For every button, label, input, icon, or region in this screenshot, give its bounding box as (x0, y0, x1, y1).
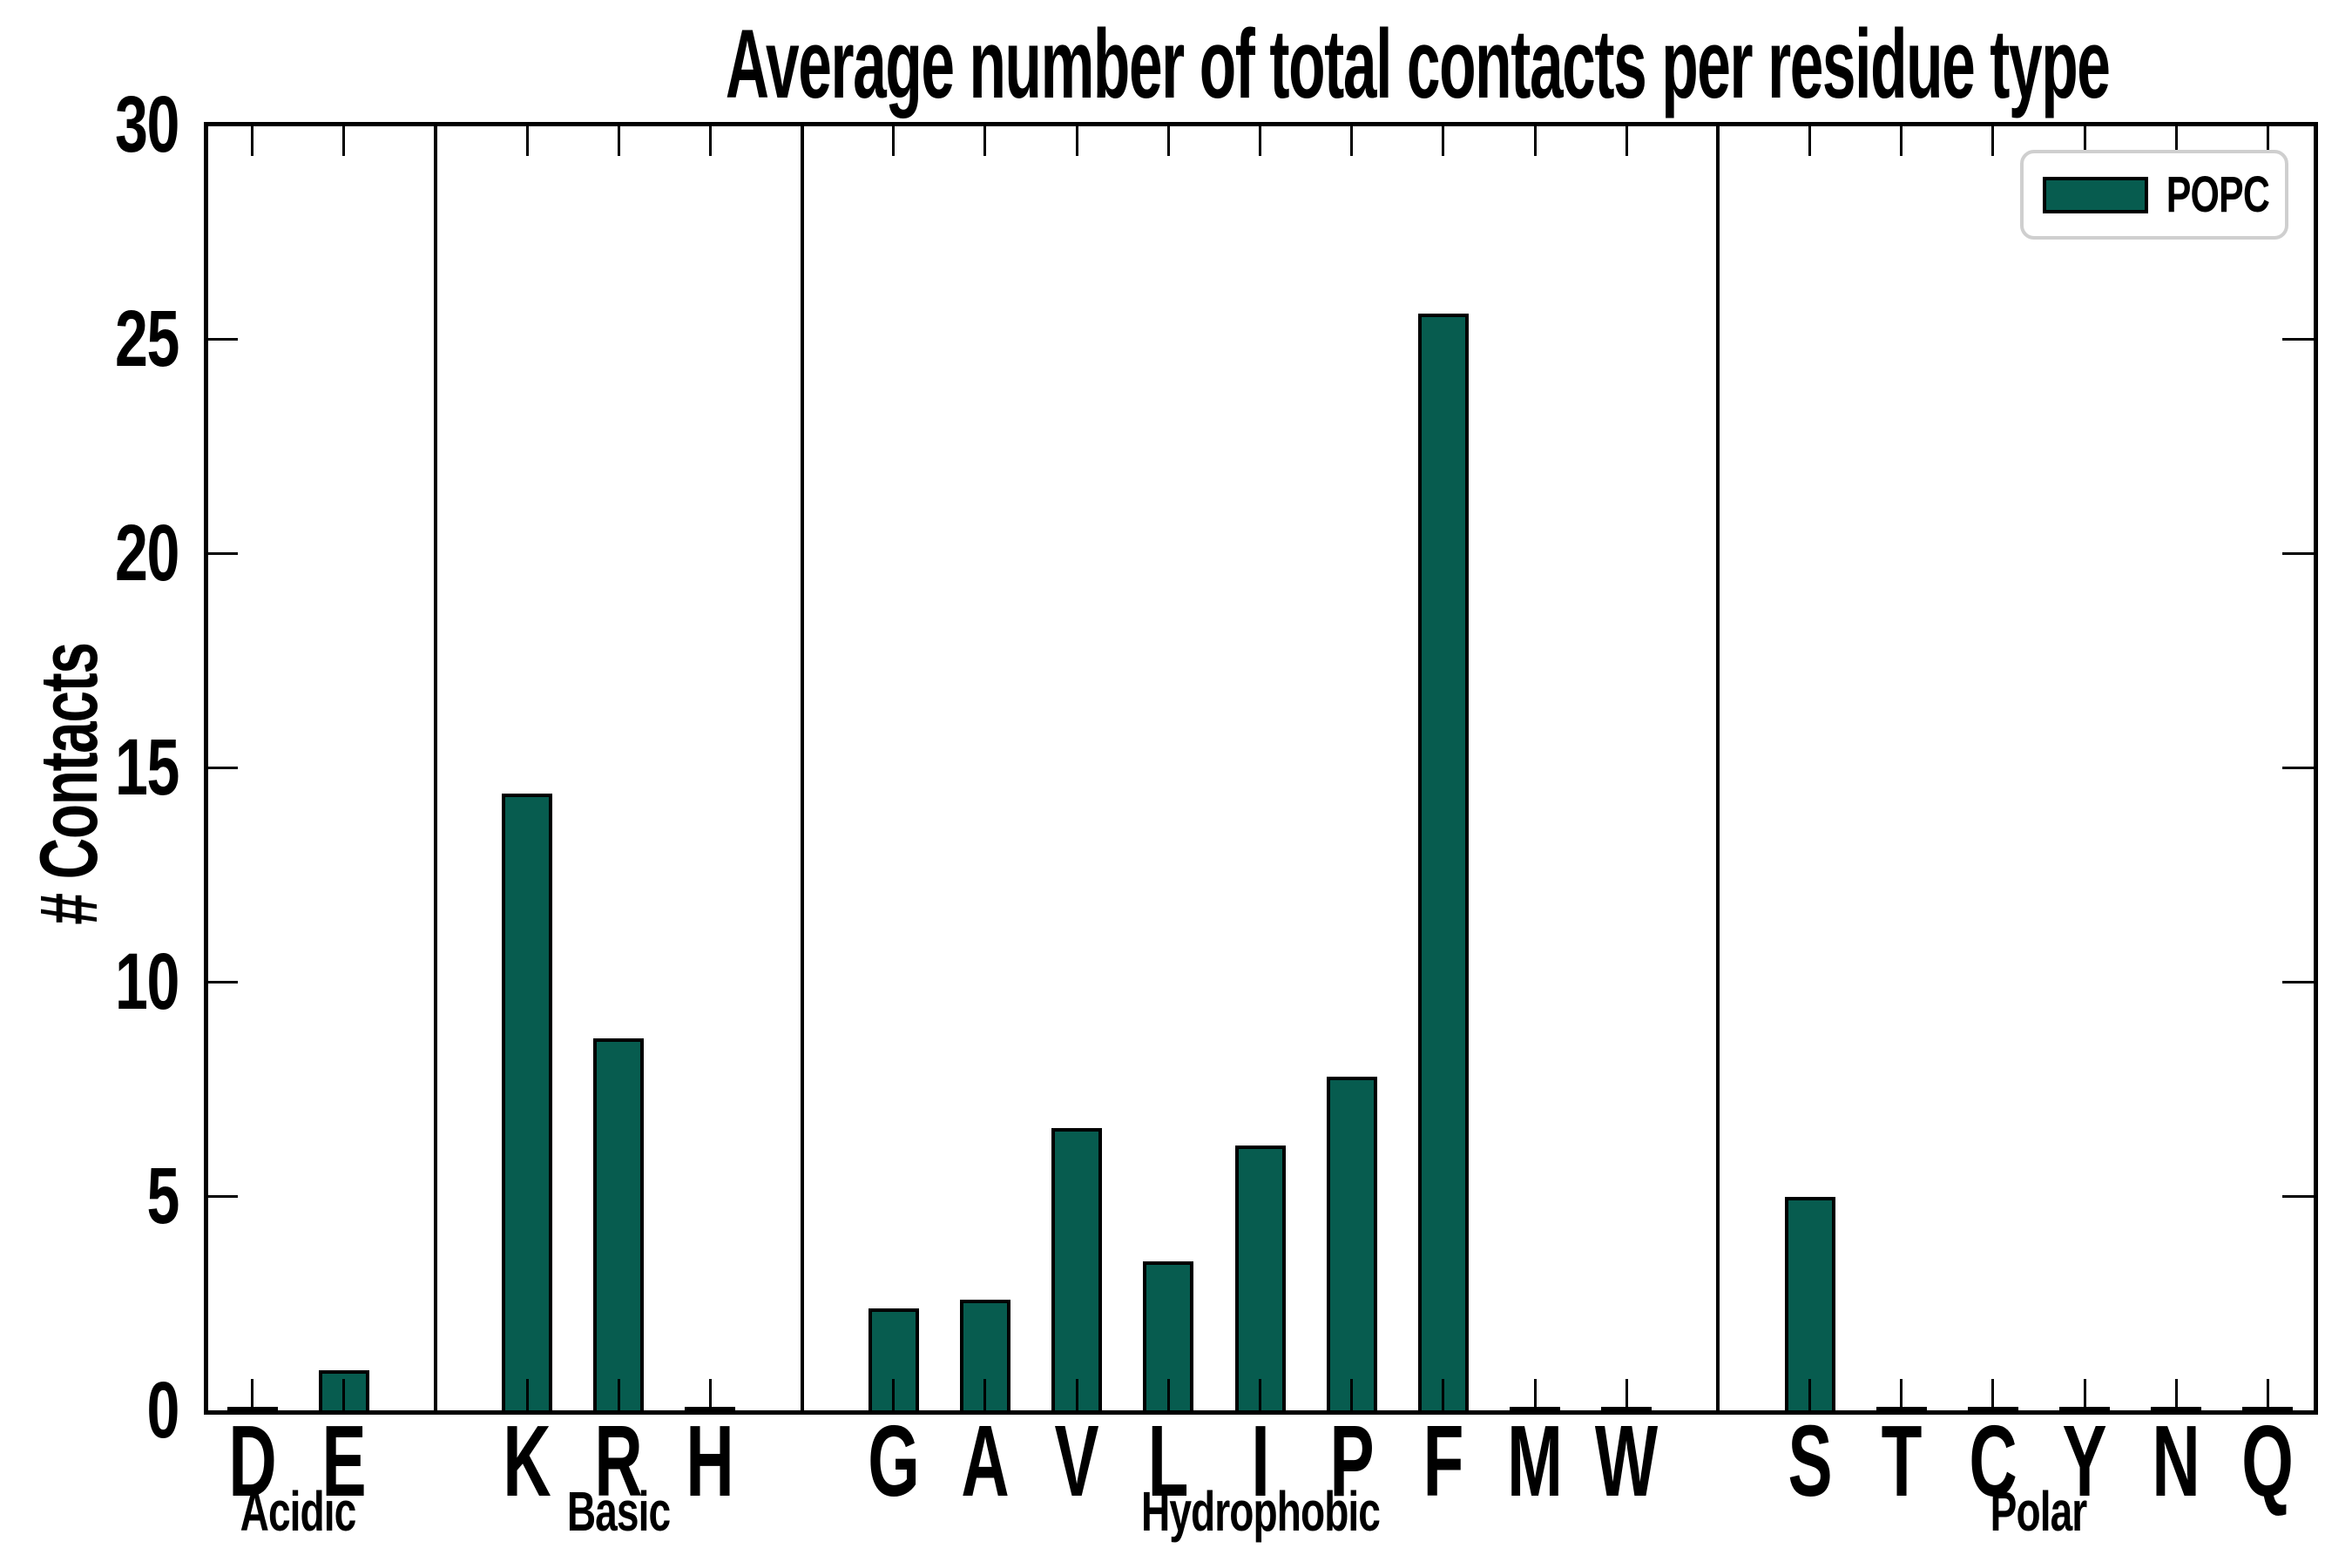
y-tick-left (206, 337, 238, 341)
x-tick-top (1808, 125, 1812, 156)
x-tick-bottom (2174, 1379, 2178, 1410)
x-tick-label-C: C (1969, 1404, 2017, 1517)
x-tick-label-W: W (1595, 1404, 1659, 1517)
x-tick-bottom (892, 1379, 896, 1410)
x-tick-label-E: E (321, 1404, 367, 1517)
x-tick-label-D: D (227, 1404, 277, 1517)
x-tick-top (2266, 125, 2269, 156)
y-tick-left (206, 980, 238, 983)
x-tick-top (2174, 125, 2178, 156)
x-tick-label-G: G (868, 1404, 920, 1517)
y-tick-label-5: 5 (146, 1152, 179, 1240)
x-tick-bottom (1259, 1379, 1261, 1410)
bar-P (1326, 1077, 1377, 1414)
group-label-hydrophobic: Hydrophobic (1140, 1480, 1380, 1543)
chart-title: Average number of total contacts per res… (301, 7, 2218, 122)
x-tick-label-S: S (1787, 1404, 1833, 1517)
x-tick-label-R: R (594, 1404, 643, 1517)
x-tick-top (1259, 125, 1261, 156)
legend-label: POPC (2166, 166, 2270, 223)
x-tick-bottom (708, 1379, 712, 1410)
x-tick-bottom (617, 1379, 620, 1410)
y-tick-left (206, 1194, 238, 1198)
group-divider (800, 125, 804, 1410)
bar-F (1417, 314, 1469, 1414)
x-tick-bottom (1075, 1379, 1078, 1410)
x-tick-label-K: K (503, 1404, 551, 1517)
group-divider (1716, 125, 1720, 1410)
y-tick-right (2282, 1194, 2314, 1198)
x-tick-label-F: F (1423, 1404, 1464, 1517)
x-tick-top (525, 125, 529, 156)
x-tick-bottom (1442, 1379, 1445, 1410)
x-tick-top (342, 125, 346, 156)
x-tick-top (1991, 125, 1995, 156)
x-tick-top (1442, 125, 1445, 156)
x-tick-top (983, 125, 987, 156)
x-tick-bottom (1625, 1379, 1628, 1410)
x-tick-bottom (1533, 1379, 1537, 1410)
x-tick-label-Y: Y (2062, 1404, 2107, 1517)
y-tick-left (206, 766, 238, 769)
x-tick-top (1166, 125, 1170, 156)
x-tick-top (1625, 125, 1628, 156)
x-tick-bottom (983, 1379, 987, 1410)
x-tick-bottom (1991, 1379, 1995, 1410)
legend-swatch-popc (2043, 176, 2148, 213)
x-tick-top (617, 125, 620, 156)
x-tick-label-P: P (1329, 1404, 1375, 1517)
y-tick-label-20: 20 (114, 509, 179, 598)
x-tick-top (1075, 125, 1078, 156)
x-tick-label-H: H (686, 1404, 735, 1517)
x-tick-top (708, 125, 712, 156)
x-tick-bottom (342, 1379, 346, 1410)
x-tick-bottom (2083, 1379, 2086, 1410)
x-tick-top (251, 125, 254, 156)
group-label-basic: Basic (567, 1480, 671, 1543)
x-tick-bottom (525, 1379, 529, 1410)
bar-I (1234, 1146, 1286, 1414)
x-tick-bottom (2266, 1379, 2269, 1410)
x-tick-label-Q: Q (2241, 1404, 2295, 1517)
group-label-polar: Polar (1990, 1480, 2088, 1543)
group-divider (433, 125, 437, 1410)
y-tick-label-10: 10 (114, 937, 179, 1026)
x-tick-top (1900, 125, 1903, 156)
y-tick-right (2282, 766, 2314, 769)
y-tick-right (2282, 551, 2314, 555)
x-tick-top (1350, 125, 1354, 156)
x-tick-bottom (251, 1379, 254, 1410)
y-tick-label-15: 15 (114, 723, 179, 812)
chart-title-text: Average number of total contacts per res… (725, 10, 2111, 118)
y-tick-right (2282, 337, 2314, 341)
x-tick-bottom (1900, 1379, 1903, 1410)
bar-S (1784, 1197, 1835, 1414)
group-label-acidic: Acidic (240, 1480, 357, 1543)
x-tick-bottom (1166, 1379, 1170, 1410)
x-tick-bottom (1350, 1379, 1354, 1410)
x-tick-top (1533, 125, 1537, 156)
x-tick-top (2083, 125, 2086, 156)
x-tick-label-A: A (961, 1404, 1010, 1517)
x-tick-label-N: N (2152, 1404, 2200, 1517)
y-tick-right (2282, 980, 2314, 983)
legend-box: POPC (2020, 150, 2288, 240)
x-tick-label-I: I (1250, 1404, 1270, 1517)
y-tick-left (206, 551, 238, 555)
bar-R (593, 1038, 645, 1414)
bar-V (1051, 1128, 1103, 1414)
y-tick-label-30: 30 (114, 80, 179, 169)
x-tick-bottom (1808, 1379, 1812, 1410)
bar-K (502, 794, 553, 1414)
x-tick-label-M: M (1507, 1404, 1563, 1517)
x-tick-label-L: L (1147, 1404, 1189, 1517)
x-tick-top (892, 125, 896, 156)
x-tick-label-V: V (1054, 1404, 1099, 1517)
x-tick-label-T: T (1881, 1404, 1923, 1517)
y-tick-label-0: 0 (146, 1366, 179, 1455)
y-tick-label-25: 25 (114, 294, 179, 383)
